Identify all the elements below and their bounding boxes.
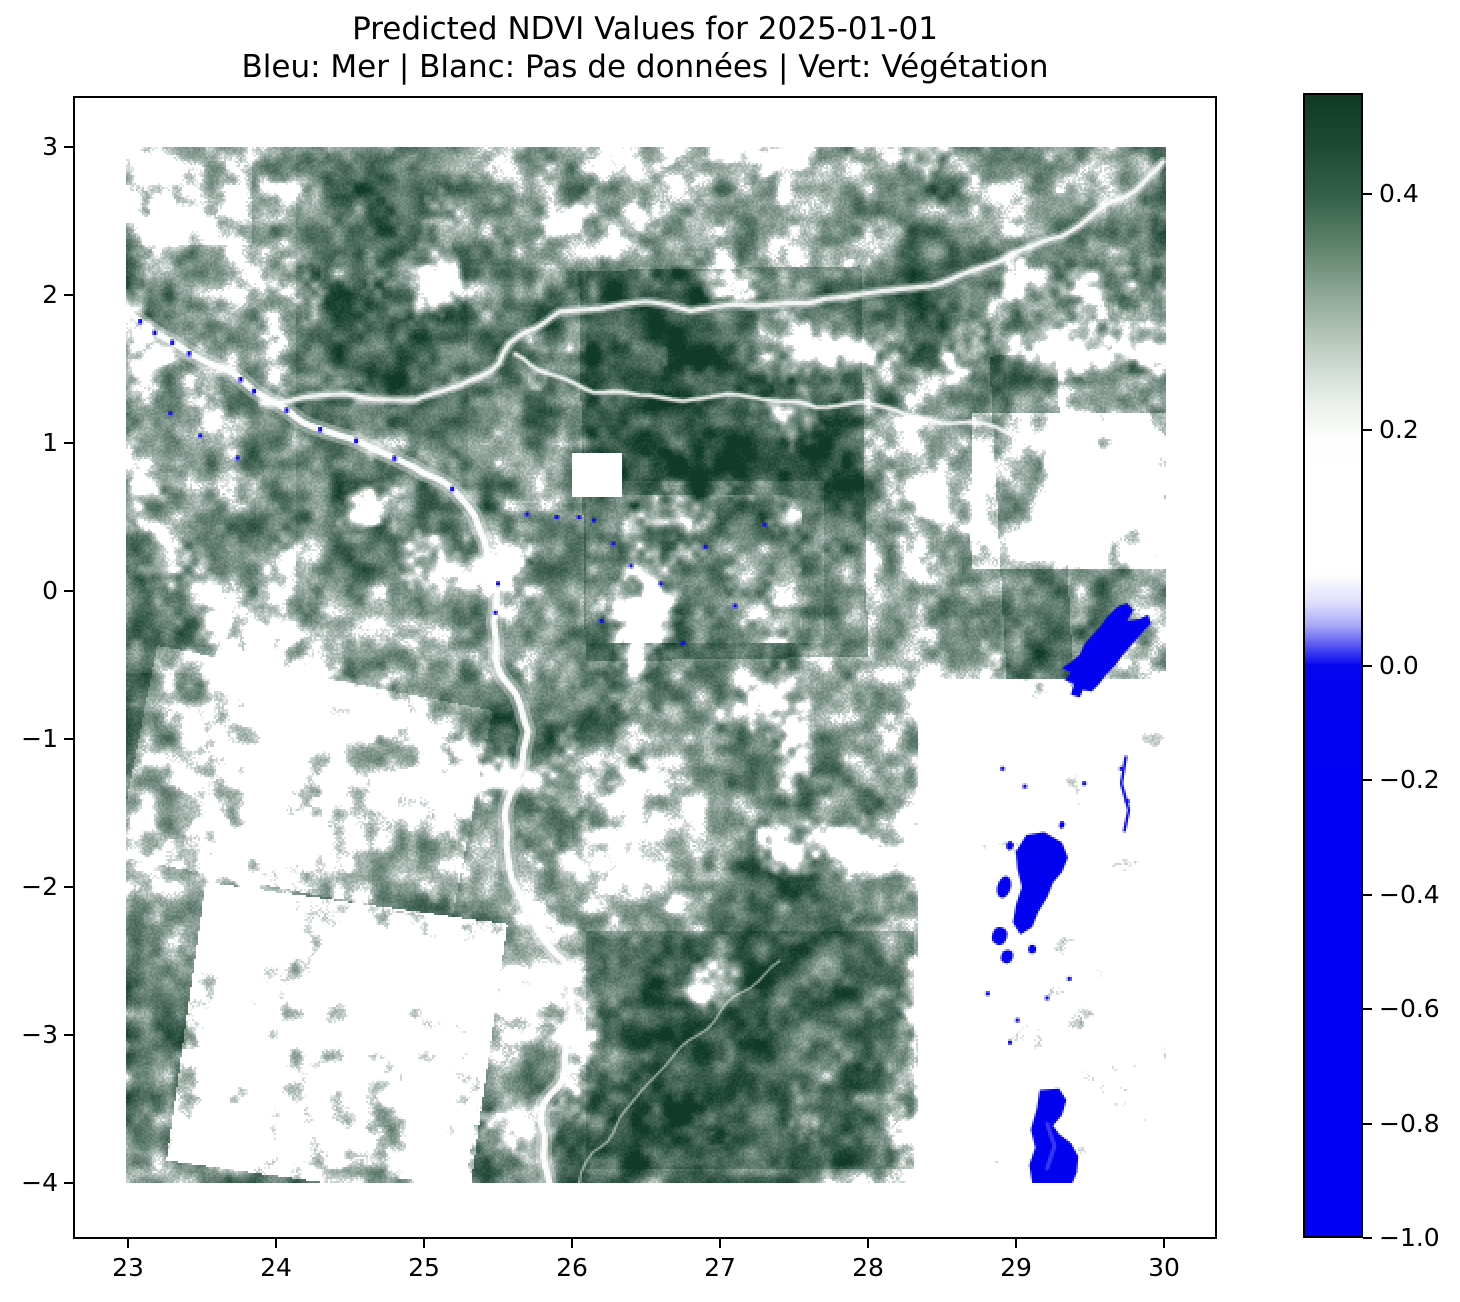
x-tick (1163, 1239, 1165, 1248)
colorbar-tick (1363, 893, 1372, 896)
x-tick (275, 1239, 277, 1248)
ndvi-raster-map (126, 147, 1166, 1183)
y-tick-label: −1 (21, 724, 58, 753)
y-tick (64, 738, 73, 740)
chart-subtitle: Bleu: Mer | Blanc: Pas de données | Vert… (241, 49, 1049, 85)
colorbar-tick-label: 0.0 (1379, 650, 1419, 680)
x-tick (423, 1239, 425, 1248)
x-tick-label: 27 (704, 1253, 736, 1282)
y-tick (64, 146, 73, 148)
colorbar-tick-label: 0.4 (1379, 178, 1419, 208)
colorbar-tick (1363, 779, 1372, 781)
x-tick-label: 28 (852, 1253, 884, 1282)
y-tick (64, 1182, 73, 1184)
x-tick-label: 30 (1148, 1253, 1180, 1282)
colorbar-tick (1363, 1237, 1372, 1239)
colorbar-tick-label: −0.6 (1379, 994, 1440, 1023)
y-tick (64, 1034, 73, 1036)
x-tick (1015, 1239, 1017, 1248)
x-tick-label: 26 (556, 1253, 588, 1282)
x-tick-label: 24 (260, 1253, 292, 1282)
colorbar (1303, 93, 1363, 1238)
x-tick (719, 1239, 721, 1248)
chart-title: Predicted NDVI Values for 2025-01-01 (352, 11, 938, 47)
y-tick-label: 0 (42, 576, 58, 605)
y-tick (64, 442, 73, 444)
colorbar-tick (1363, 1122, 1372, 1125)
colorbar-tick (1363, 664, 1372, 667)
y-tick-label: −2 (21, 872, 58, 901)
x-tick-label: 23 (112, 1253, 144, 1282)
colorbar-tick-label: −0.2 (1379, 765, 1440, 794)
y-tick (64, 886, 73, 888)
x-tick (571, 1239, 573, 1248)
x-tick (127, 1239, 129, 1248)
colorbar-tick-label: 0.2 (1379, 414, 1419, 444)
x-tick (867, 1239, 869, 1248)
y-tick (64, 590, 73, 592)
x-tick-label: 29 (1000, 1253, 1032, 1282)
colorbar-tick-label: −1.0 (1379, 1223, 1440, 1252)
colorbar-tick (1363, 192, 1372, 195)
colorbar-tick (1363, 1008, 1372, 1010)
colorbar-tick-label: −0.4 (1379, 879, 1440, 909)
y-tick-label: 1 (42, 428, 58, 457)
x-tick-label: 25 (408, 1253, 440, 1282)
colorbar-tick-label: −0.8 (1379, 1108, 1440, 1138)
y-tick (64, 294, 73, 296)
y-tick-label: −3 (21, 1020, 58, 1049)
y-tick-label: −4 (21, 1168, 58, 1197)
colorbar-tick (1363, 428, 1372, 431)
y-tick-label: 2 (42, 280, 58, 309)
y-tick-label: 3 (42, 132, 58, 161)
